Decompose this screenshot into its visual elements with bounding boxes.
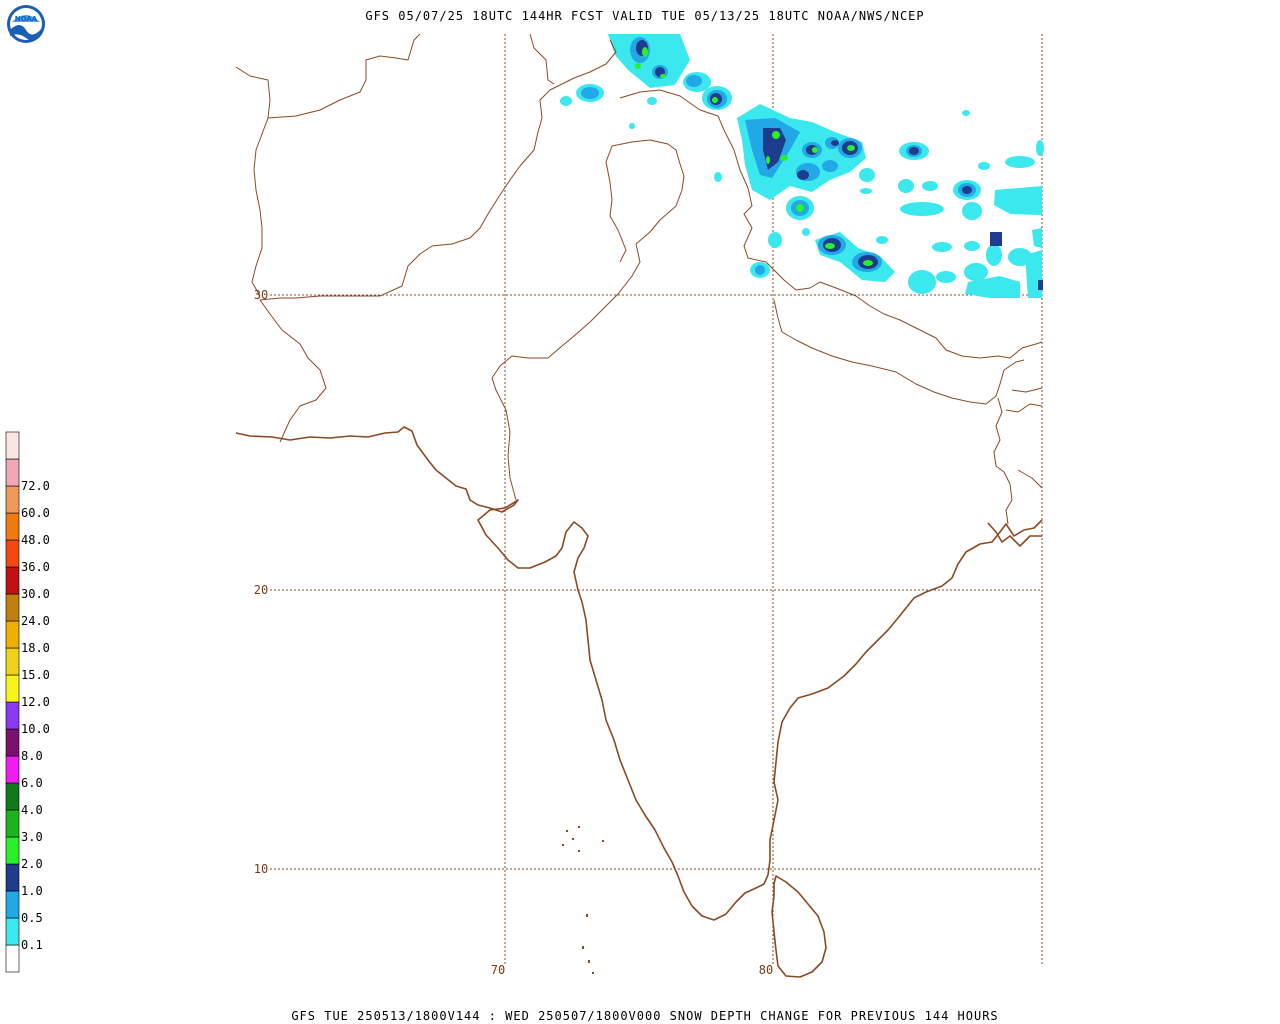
legend-label: 48.0 bbox=[21, 533, 50, 547]
india-china-border bbox=[619, 89, 1043, 359]
legend-swatch bbox=[5, 917, 20, 946]
afghanistan-border bbox=[235, 66, 271, 297]
bangladesh-border bbox=[993, 397, 1013, 525]
legend-label: 0.5 bbox=[21, 911, 43, 925]
legend-swatch bbox=[5, 944, 20, 973]
west-coastline bbox=[235, 426, 769, 921]
northeast-border bbox=[1005, 387, 1043, 489]
legend-swatch bbox=[5, 836, 20, 865]
lat-label-30: 30 bbox=[254, 288, 268, 302]
legend-swatch bbox=[5, 647, 20, 676]
legend-swatch bbox=[5, 620, 20, 649]
legend-swatch bbox=[5, 458, 20, 487]
legend-swatch bbox=[5, 728, 20, 757]
legend-label: 15.0 bbox=[21, 668, 50, 682]
legend-label: 24.0 bbox=[21, 614, 50, 628]
legend-label: 4.0 bbox=[21, 803, 43, 817]
india-pakistan-border bbox=[491, 139, 685, 501]
legend-swatch bbox=[5, 485, 20, 514]
noaa-logo: NOAA bbox=[7, 5, 45, 43]
boundaries bbox=[235, 33, 1043, 978]
legend-label: 1.0 bbox=[21, 884, 43, 898]
lat-label-20: 20 bbox=[254, 583, 268, 597]
lon-label-80: 80 bbox=[759, 963, 773, 977]
legend-label: 60.0 bbox=[21, 506, 50, 520]
nepal-border bbox=[773, 299, 1025, 405]
legend-swatch bbox=[5, 782, 20, 811]
legend-label: 72.0 bbox=[21, 479, 50, 493]
legend-swatch bbox=[5, 593, 20, 622]
legend-label: 30.0 bbox=[21, 587, 50, 601]
legend-label: 36.0 bbox=[21, 560, 50, 574]
legend-label: 18.0 bbox=[21, 641, 50, 655]
islands bbox=[562, 826, 604, 974]
footer-caption: GFS TUE 250513/1800V144 : WED 250507/180… bbox=[291, 1009, 998, 1023]
legend-swatch bbox=[5, 512, 20, 541]
color-legend: 0.1 0.5 1.0 2.0 3.0 4.0 6.0 8.0 10.0 12.0 15.0 18.0… bbox=[5, 431, 50, 973]
legend-label: 0.1 bbox=[21, 938, 43, 952]
snow-depth-field bbox=[560, 34, 1044, 298]
afghanistan-north-border bbox=[267, 33, 421, 119]
legend-label: 10.0 bbox=[21, 722, 50, 736]
lat-label-10: 10 bbox=[254, 862, 268, 876]
legend-swatch bbox=[5, 539, 20, 568]
legend-label: 3.0 bbox=[21, 830, 43, 844]
legend-label: 8.0 bbox=[21, 749, 43, 763]
legend-swatch bbox=[5, 431, 20, 460]
legend-label: 6.0 bbox=[21, 776, 43, 790]
lon-label-70: 70 bbox=[491, 963, 505, 977]
legend-swatch bbox=[5, 701, 20, 730]
legend-swatch bbox=[5, 566, 20, 595]
legend-swatch bbox=[5, 809, 20, 838]
east-coastline bbox=[767, 519, 1043, 876]
legend-swatch bbox=[5, 755, 20, 784]
central-asia-border bbox=[529, 33, 555, 85]
graticule bbox=[270, 34, 1043, 965]
pakistan-west-border bbox=[259, 39, 617, 443]
legend-label: 2.0 bbox=[21, 857, 43, 871]
legend-swatch bbox=[5, 674, 20, 703]
logo-text: NOAA bbox=[15, 15, 38, 23]
bengal-coastline bbox=[987, 522, 1042, 547]
legend-swatch bbox=[5, 863, 20, 892]
legend-swatch bbox=[5, 890, 20, 919]
map-title: GFS 05/07/25 18UTC 144HR FCST VALID TUE … bbox=[365, 9, 924, 23]
legend-label: 12.0 bbox=[21, 695, 50, 709]
sri-lanka-coastline bbox=[771, 875, 827, 978]
